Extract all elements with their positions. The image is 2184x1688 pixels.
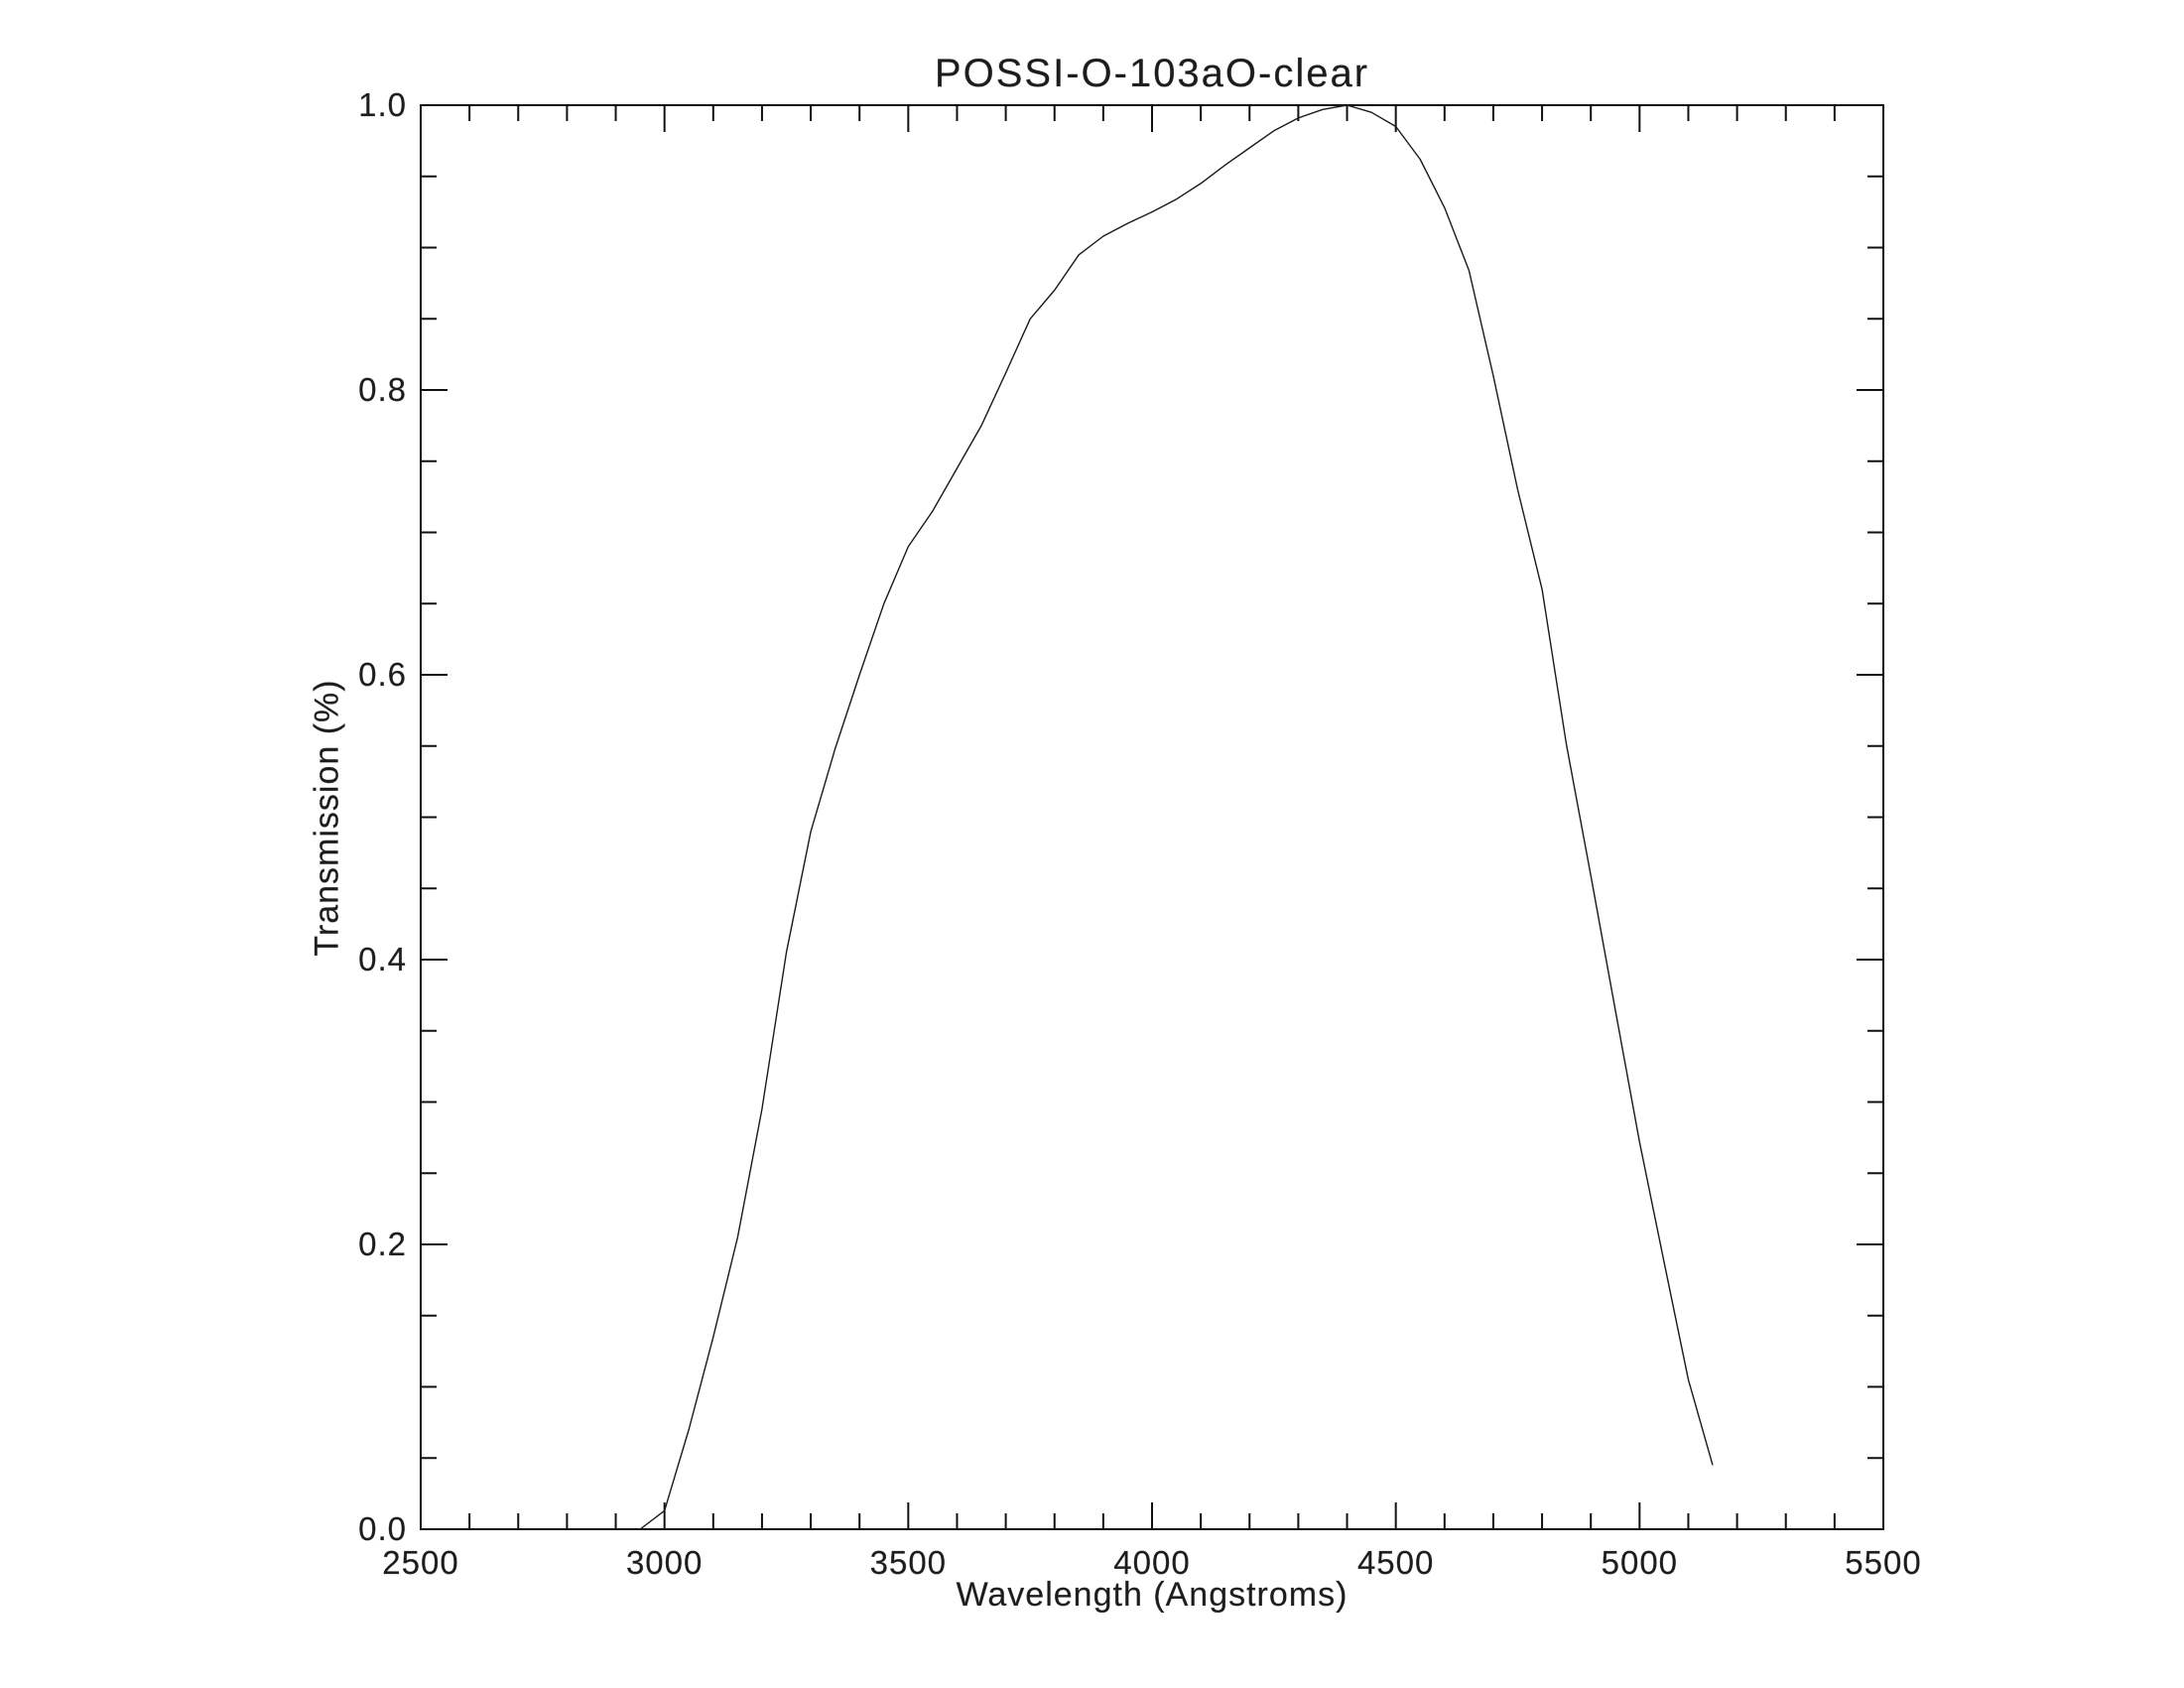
y-tick-label: 0.8 [358, 371, 407, 408]
x-tick-label: 4000 [1113, 1544, 1191, 1581]
y-tick-label: 0.0 [358, 1510, 407, 1547]
x-axis-label: Wavelength (Angstroms) [956, 1576, 1349, 1614]
y-tick-label: 0.6 [358, 656, 407, 693]
plot-box [420, 104, 1884, 1530]
plot-title: POSSI-O-103aO-clear [934, 52, 1370, 95]
y-tick-label: 0.2 [358, 1226, 407, 1262]
x-tick-label: 3000 [625, 1544, 704, 1581]
transmission-curve [639, 104, 1714, 1530]
x-tick-label: 4500 [1356, 1544, 1435, 1581]
x-tick-label: 5000 [1601, 1544, 1679, 1581]
axis-ticks [420, 104, 1884, 1530]
y-axis-label: Transmission (%) [308, 679, 346, 957]
y-tick-label: 1.0 [358, 86, 407, 123]
y-tick-label: 0.4 [358, 941, 407, 977]
x-tick-label: 3500 [869, 1544, 948, 1581]
x-tick-label: 2500 [382, 1544, 459, 1581]
x-tick-label: 5500 [1845, 1544, 1922, 1581]
